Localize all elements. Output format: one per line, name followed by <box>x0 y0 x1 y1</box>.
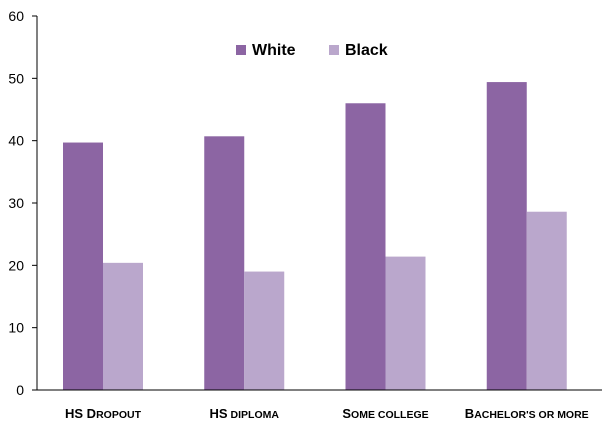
x-category-label: HS DIPLOMA <box>210 406 280 421</box>
bar-black <box>526 211 567 390</box>
bar-white <box>345 103 386 391</box>
bars <box>63 82 567 391</box>
bar-black <box>385 256 426 390</box>
bar-white <box>204 136 245 390</box>
legend: White Black <box>236 42 388 59</box>
y-tick-label: 20 <box>8 257 24 273</box>
y-tick-label: 50 <box>8 70 24 86</box>
x-category-label: HS DROPOUT <box>65 406 142 421</box>
x-category-label: BACHELOR'S OR MORE <box>465 406 589 421</box>
y-tick-label: 10 <box>8 320 24 336</box>
y-axis-ticks: 0 10 20 30 40 50 60 <box>8 8 37 398</box>
x-category-label: SOME COLLEGE <box>342 406 428 421</box>
legend-label-black: Black <box>345 42 388 59</box>
y-tick-label: 30 <box>8 195 24 211</box>
legend-label-white: White <box>252 42 296 59</box>
bar-white <box>63 142 103 390</box>
x-axis-category-labels: HS DROPOUT HS DIPLOMA SOME COLLEGE BACHELOR… <box>65 406 589 421</box>
legend-swatch-black <box>329 45 339 55</box>
y-tick-label: 40 <box>8 133 24 149</box>
bar-white <box>486 82 527 390</box>
bar-black <box>103 262 143 390</box>
legend-swatch-white <box>236 45 246 55</box>
y-tick-label: 0 <box>16 382 24 398</box>
bar-black <box>244 271 285 390</box>
y-tick-label: 60 <box>8 8 24 24</box>
